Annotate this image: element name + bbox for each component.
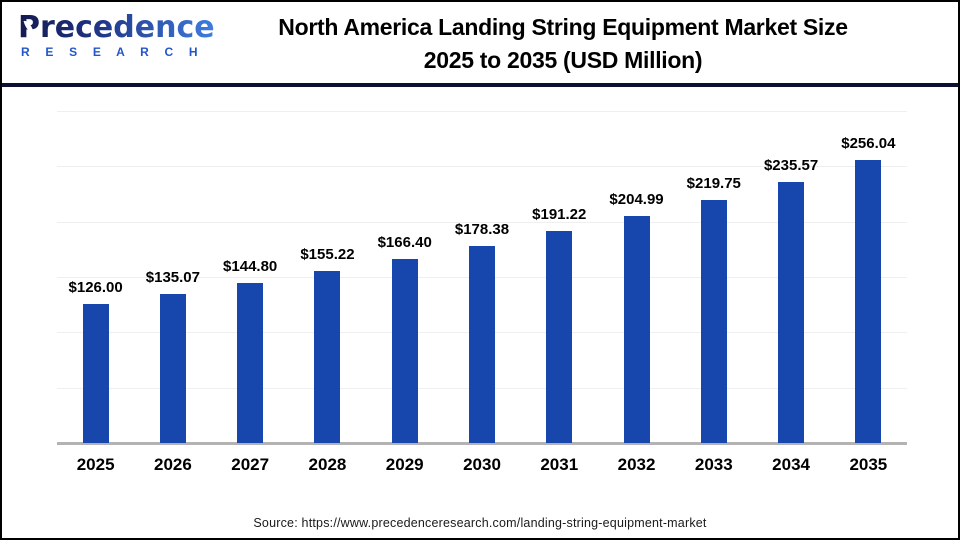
bar-2026 (159, 293, 186, 443)
bar-chart: $126.00 $135.07 $144.80 $155.22 $166.40 $178.… (2, 87, 958, 507)
bar-2033 (700, 199, 727, 443)
x-axis-label-2035: 2035 (849, 455, 888, 474)
bar-slot-2028: $155.22 (289, 111, 366, 443)
bar-slot-2026: $135.07 (134, 111, 211, 443)
bar-slot-2033: $219.75 (675, 111, 752, 443)
bar-slot-2034: $235.57 (752, 111, 829, 443)
x-axis-label-2026: 2026 (153, 455, 192, 474)
bar-2025 (82, 303, 109, 443)
bar-value-label-2028: $155.22 (300, 246, 355, 264)
bar-2031 (546, 231, 573, 443)
bar-slot-2025: $126.00 (57, 111, 134, 443)
bar-slot-2029: $166.40 (366, 111, 443, 443)
x-axis-label-2025: 2025 (76, 455, 115, 474)
x-axis-label-2030: 2030 (463, 455, 501, 474)
bar-2032 (623, 216, 650, 443)
bar-value-label-2030: $178.38 (454, 220, 510, 238)
bar-2029 (391, 258, 418, 443)
x-axis-line (57, 442, 907, 445)
chart-title: North America Landing String Equipment M… (172, 11, 954, 77)
bar-slot-2032: $204.99 (598, 111, 675, 443)
bar-value-label-2031: $191.22 (532, 206, 587, 224)
bar-value-label-2029: $166.40 (377, 233, 432, 251)
bar-value-label-2033: $219.75 (686, 174, 741, 192)
bar-value-label-2035: $256.04 (841, 134, 896, 152)
chart-title-line1: North America Landing String Equipment M… (278, 14, 848, 40)
source-text: Source: https://www.precedenceresearch.c… (253, 516, 707, 530)
gridline-200 (57, 221, 907, 223)
bar-2027 (237, 282, 264, 443)
bar-2035 (855, 159, 882, 443)
x-axis-label-2029: 2029 (385, 455, 424, 474)
logo-wordmark: Precedence (18, 10, 215, 45)
bar-slot-2035: $256.04 (830, 111, 907, 443)
header: Precedence R E S E A R C H North America… (2, 2, 958, 83)
bar-2028 (314, 271, 341, 443)
x-axis-label-2033: 2033 (694, 455, 733, 474)
x-axis-label-2027: 2027 (231, 455, 270, 474)
bar-value-label-2025: $126.00 (68, 278, 123, 296)
x-axis-label-2028: 2028 (308, 455, 347, 474)
plot-area: $126.00 $135.07 $144.80 $155.22 $166.40 $178.… (57, 111, 907, 445)
x-axis-labels: 2025 2026 2027 2028 2029 2030 2031 2032 2033 2034… (57, 455, 907, 479)
gridline-250 (57, 166, 907, 168)
bar-value-label-2034: $235.57 (763, 157, 819, 175)
bar-slot-2030: $178.38 (443, 111, 520, 443)
gridline-300 (57, 111, 907, 112)
bar-value-label-2026: $135.07 (145, 268, 201, 286)
bar-slot-2027: $144.80 (212, 111, 289, 443)
x-axis-label-2031: 2031 (540, 455, 579, 474)
bar-slot-2031: $191.22 (521, 111, 598, 443)
bar-2034 (778, 182, 805, 443)
bar-2030 (468, 245, 495, 443)
header-divider (2, 83, 958, 87)
logo-subtitle: R E S E A R C H (21, 45, 204, 59)
chart-title-line2: 2025 to 2035 (USD Million) (423, 47, 703, 73)
bar-value-label-2027: $144.80 (223, 257, 278, 275)
x-axis-label-2034: 2034 (772, 455, 810, 474)
precedence-research-logo: Precedence R E S E A R C H (18, 10, 215, 59)
x-axis-label-2032: 2032 (617, 455, 656, 474)
bar-value-label-2032: $204.99 (609, 191, 664, 209)
